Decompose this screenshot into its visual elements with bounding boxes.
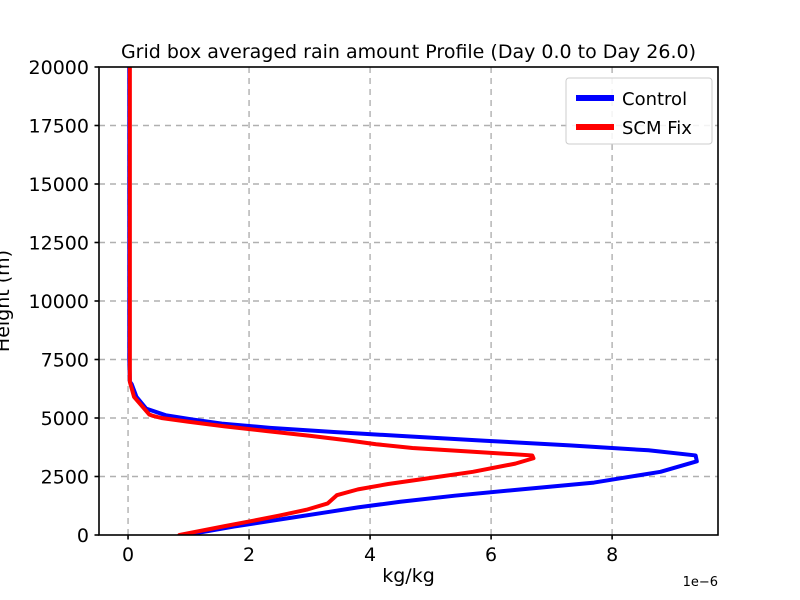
- gridlines: [99, 67, 718, 535]
- x-tick-label: 6: [485, 544, 497, 566]
- y-tick-label: 20000: [29, 57, 89, 79]
- x-tick-label: 2: [243, 544, 255, 566]
- y-tick-label: 12500: [29, 233, 89, 255]
- axis-ticks: [94, 66, 613, 540]
- data-series-group: [127, 67, 699, 535]
- y-tick-label: 10000: [29, 291, 89, 313]
- chart-title: Grid box averaged rain amount Profile (D…: [121, 41, 696, 63]
- legend[interactable]: Control SCM Fix: [565, 77, 713, 145]
- y-tick-label: 2500: [41, 467, 89, 489]
- legend-entry-scm-fix[interactable]: SCM Fix: [576, 118, 692, 139]
- legend-entry-control[interactable]: Control: [576, 89, 687, 110]
- x-tick-label: 4: [364, 544, 376, 566]
- y-tick-label: 7500: [41, 350, 89, 372]
- x-tick-labels: 0 2 4 6 8: [122, 544, 618, 566]
- x-axis-label: kg/kg: [382, 565, 435, 587]
- x-axis-offset-text: 1e−6: [683, 575, 718, 590]
- x-tick-label: 8: [606, 544, 618, 566]
- y-tick-labels: 0 2500 5000 7500 10000 12500 15000 17500 20000: [29, 57, 89, 547]
- legend-label-control: Control: [622, 89, 687, 110]
- y-tick-label: 5000: [41, 408, 89, 430]
- series-line-scm-fix: [127, 67, 536, 535]
- y-tick-label: 17500: [29, 116, 89, 138]
- y-tick-label: 0: [77, 525, 89, 547]
- y-axis-label: Height (m): [0, 250, 14, 352]
- y-tick-label: 15000: [29, 174, 89, 196]
- legend-label-scm-fix: SCM Fix: [622, 118, 692, 139]
- x-tick-label: 0: [122, 544, 134, 566]
